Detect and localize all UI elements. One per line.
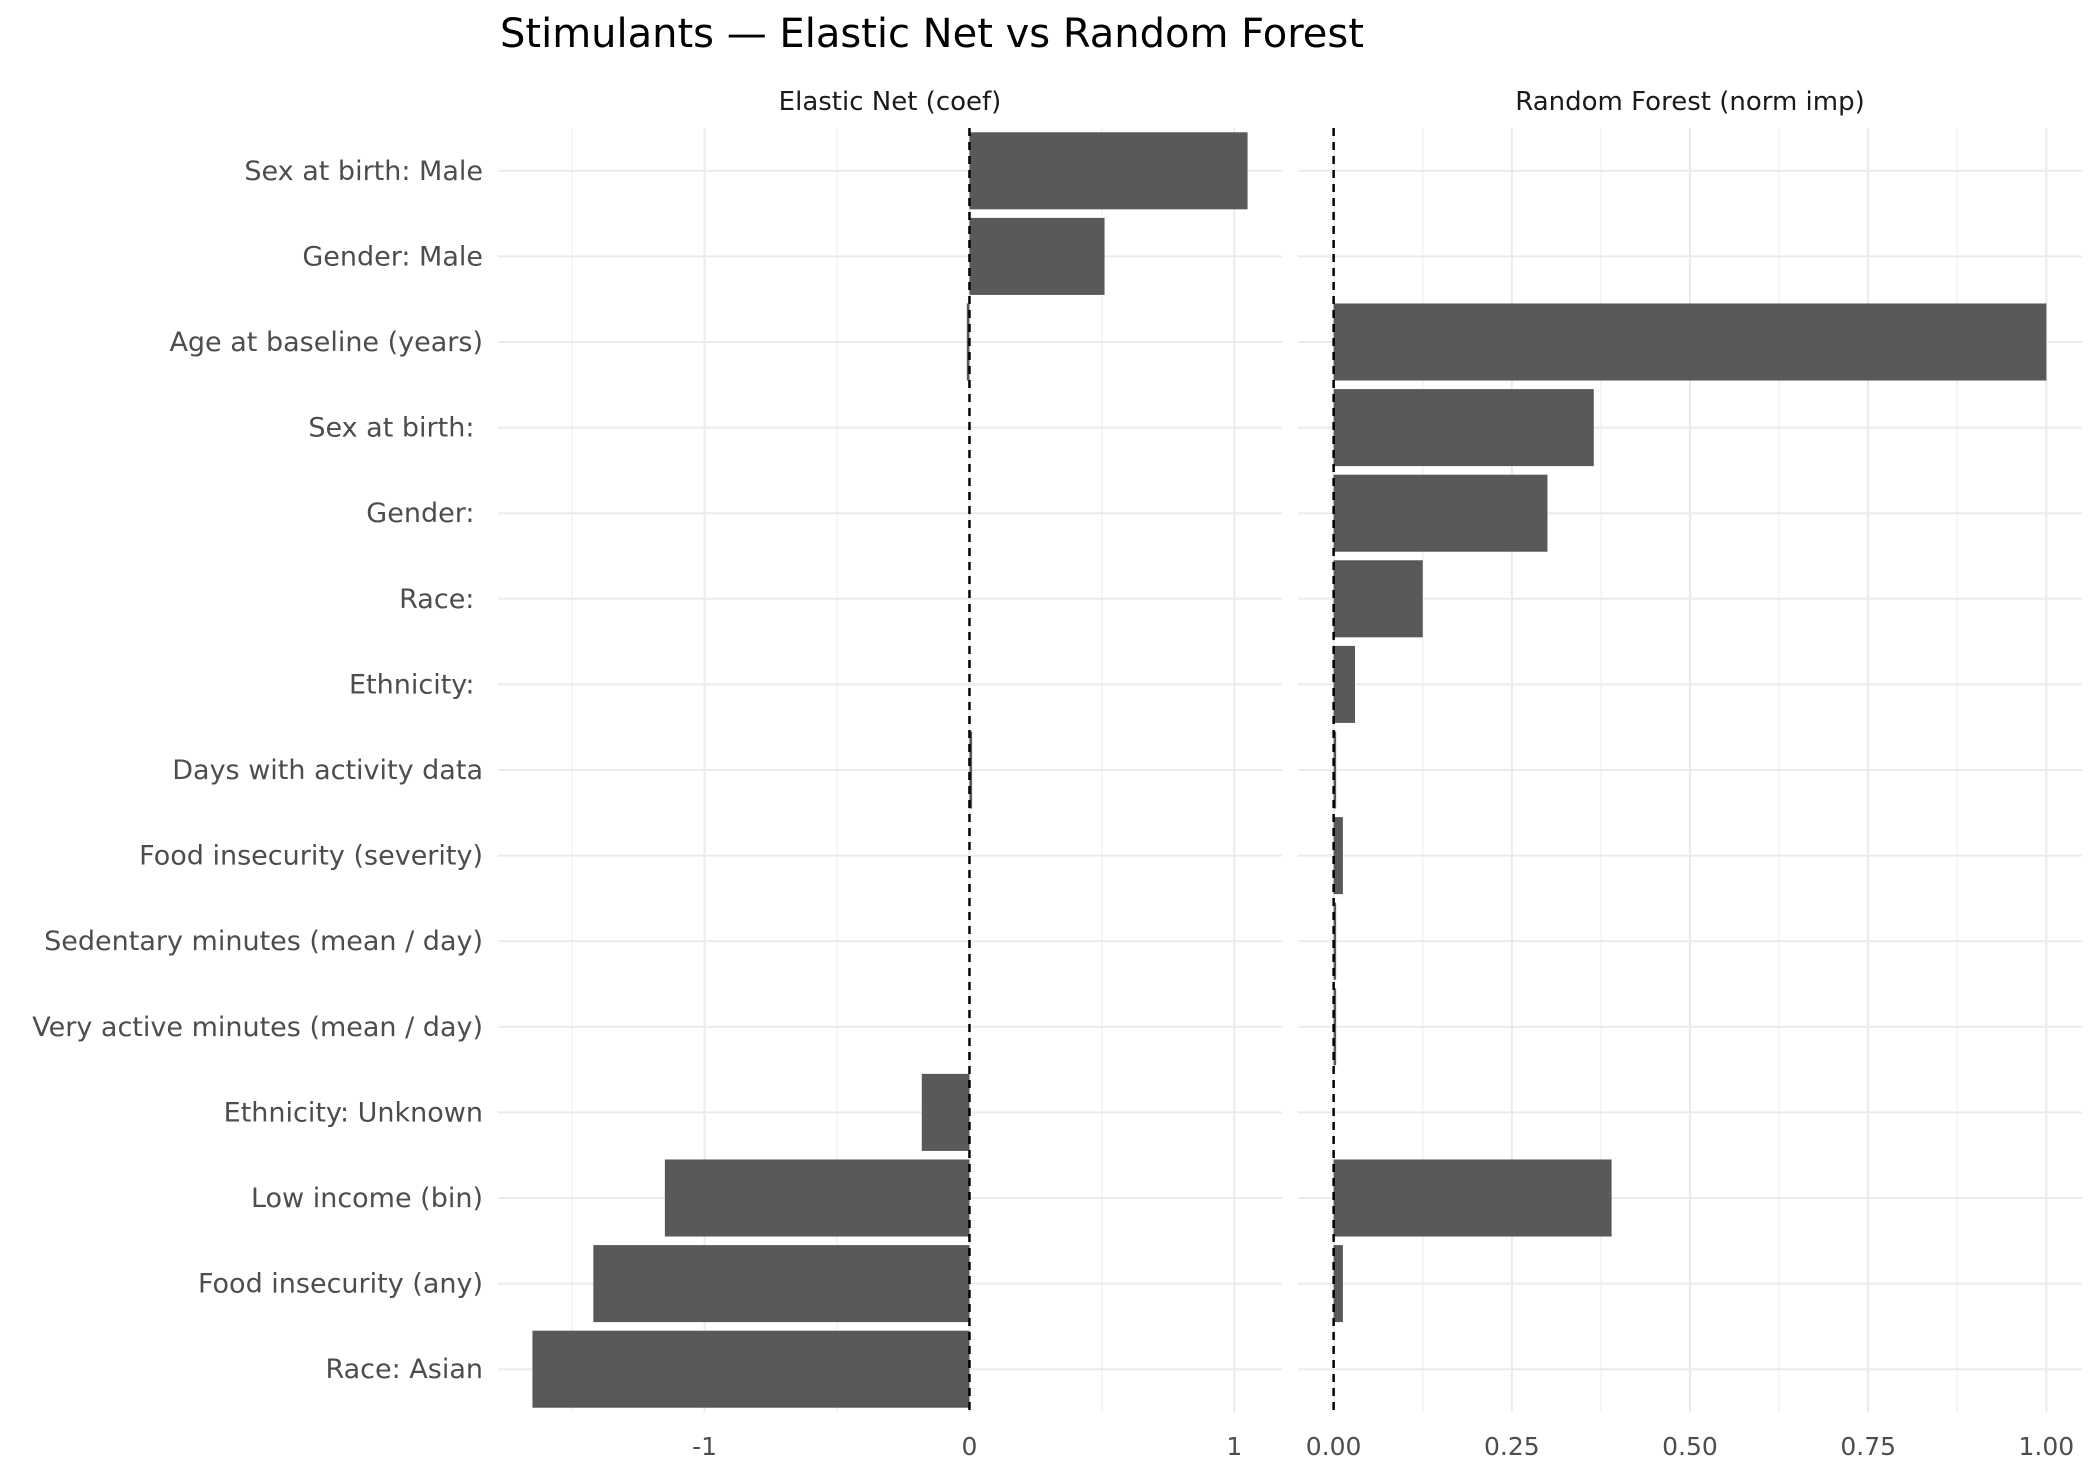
bar [1333, 389, 1594, 467]
bar [1333, 1245, 1343, 1323]
bar [969, 132, 1248, 210]
y-tick-label: Sex at birth: Male [244, 156, 483, 187]
x-tick-label: -1 [692, 1432, 717, 1461]
chart-title: Stimulants — Elastic Net vs Random Fores… [500, 11, 1364, 57]
y-tick-label: Sex at birth: [308, 413, 483, 444]
facet-strip-label: Elastic Net (coef) [779, 87, 1002, 117]
x-tick-label: 1.00 [2019, 1432, 2075, 1461]
bar [1333, 303, 2047, 381]
y-tick-label: Race: [399, 584, 483, 615]
bar [1333, 1159, 1612, 1237]
facet-strip-label: Random Forest (norm imp) [1515, 87, 1865, 117]
bar [593, 1245, 970, 1323]
bar [1333, 474, 1548, 552]
x-tick-label: 0.00 [1306, 1432, 1362, 1461]
x-tick-label: 0 [962, 1432, 978, 1461]
x-tick-label: 0.50 [1662, 1432, 1718, 1461]
y-tick-label: Ethnicity: Unknown [224, 1097, 483, 1128]
panel-random-forest: 0.00 0.25 0.50 0.75 1.00 Random Forest (norm … [1298, 87, 2082, 1461]
y-tick-label: Ethnicity: [349, 669, 483, 700]
y-tick-label: Race: Asian [325, 1354, 483, 1385]
y-tick-label: Food insecurity (any) [198, 1269, 483, 1300]
panel-elastic-net: -1 0 1 Elastic Net (coef) [498, 87, 1282, 1461]
y-tick-label: Sedentary minutes (mean / day) [44, 926, 483, 957]
y-tick-label: Gender: Male [302, 241, 483, 272]
bar [966, 303, 970, 381]
y-tick-label: Age at baseline (years) [169, 327, 483, 358]
bar [1333, 817, 1343, 895]
y-tick-label: Very active minutes (mean / day) [32, 1012, 483, 1043]
y-tick-label: Low income (bin) [251, 1183, 483, 1214]
x-tick-label: 0.75 [1840, 1432, 1896, 1461]
bar [532, 1330, 970, 1408]
bar [1333, 731, 1337, 809]
y-tick-label: Gender: [366, 498, 483, 529]
y-tick-label: Food insecurity (severity) [139, 841, 483, 872]
bar [969, 731, 973, 809]
bar [664, 1159, 970, 1237]
bar [969, 217, 1105, 295]
x-tick-label: 1 [1226, 1432, 1242, 1461]
y-tick-label: Days with activity data [172, 755, 483, 786]
y-axis-labels: Sex at birth: Male Gender: Male Age at bas… [32, 156, 483, 1385]
bar [1333, 560, 1423, 638]
x-tick-label: 0.25 [1484, 1432, 1540, 1461]
bar [1333, 645, 1356, 723]
bar [921, 1073, 970, 1151]
